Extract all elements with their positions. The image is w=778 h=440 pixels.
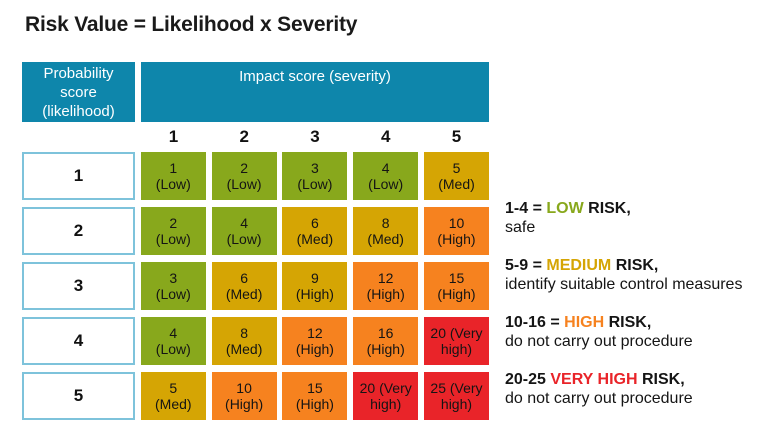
matrix-cell-4x5: 20 (Very high) <box>423 317 489 365</box>
legend-item-medium: 5-9 = MEDIUM RISK, identify suitable con… <box>505 256 742 294</box>
legend-medium-heading: 5-9 = MEDIUM RISK, <box>505 257 659 274</box>
matrix-cell-1x1: 1 (Low) <box>140 152 206 200</box>
legend-high-keyword: HIGH <box>564 314 605 331</box>
legend-very-high-heading: 20-25 VERY HIGH RISK, <box>505 371 685 388</box>
legend-very-high-keyword: VERY HIGH <box>550 371 638 388</box>
matrix-cell-5x5: 25 (Very high) <box>423 372 489 420</box>
column-header-3: 3 <box>310 126 320 146</box>
legend-medium-keyword: MEDIUM <box>546 257 612 274</box>
row-header-4: 4 <box>22 317 135 365</box>
matrix-cell-2x3: 6 (Med) <box>282 207 348 255</box>
impact-axis-label: Impact score (severity) <box>239 68 391 85</box>
legend-high-description: do not carry out procedure <box>505 333 693 350</box>
column-header-1: 1 <box>168 126 179 146</box>
column-header-4: 4 <box>381 126 391 146</box>
matrix-cell-5x2: 10 (High) <box>211 372 277 420</box>
matrix-cell-2x4: 8 (Med) <box>353 207 419 255</box>
column-header-5: 5 <box>451 126 462 146</box>
risk-matrix-grid: 1 1 (Low) 2 (Low) 3 (Low) 4 (Low) 5 (Med) 2 2… <box>22 152 489 420</box>
matrix-cell-5x4: 20 (Very high) <box>353 372 419 420</box>
legend-high-heading: 10-16 = HIGH RISK, <box>505 314 652 331</box>
legend-low-description: safe <box>505 219 536 236</box>
matrix-cell-1x2: 2 (Low) <box>211 152 277 200</box>
matrix-cell-5x3: 15 (High) <box>282 372 348 420</box>
matrix-cell-2x5: 10 (High) <box>423 207 489 255</box>
matrix-cell-4x3: 12 (High) <box>282 317 348 365</box>
column-headers: 1 2 3 4 5 <box>141 123 489 150</box>
matrix-cell-2x2: 4 (Low) <box>211 207 277 255</box>
probability-axis-header: Probability score (likelihood) <box>22 62 135 122</box>
risk-legend: 1-4 = LOW RISK, safe 5-9 = MEDIUM RISK, … <box>505 199 742 427</box>
column-header-2: 2 <box>239 126 249 146</box>
matrix-cell-4x1: 4 (Low) <box>140 317 206 365</box>
matrix-cell-4x4: 16 (High) <box>353 317 419 365</box>
legend-medium-description: identify suitable control measures <box>505 276 743 293</box>
row-header-5: 5 <box>22 372 135 420</box>
legend-item-low: 1-4 = LOW RISK, safe <box>505 199 742 237</box>
legend-low-keyword: LOW <box>546 200 584 217</box>
row-header-1: 1 <box>22 152 135 200</box>
matrix-cell-3x2: 6 (Med) <box>211 262 277 310</box>
legend-low-heading: 1-4 = LOW RISK, <box>505 200 631 217</box>
legend-very-high-description: do not carry out procedure <box>505 390 693 407</box>
matrix-cell-3x1: 3 (Low) <box>140 262 206 310</box>
matrix-cell-2x1: 2 (Low) <box>140 207 206 255</box>
matrix-cell-3x3: 9 (High) <box>282 262 348 310</box>
probability-axis-label: Probability score (likelihood) <box>42 64 115 120</box>
row-header-3: 3 <box>22 262 135 310</box>
matrix-cell-4x2: 8 (Med) <box>211 317 277 365</box>
impact-axis-header: Impact score (severity) <box>141 62 489 122</box>
row-header-2: 2 <box>22 207 135 255</box>
matrix-cell-1x3: 3 (Low) <box>282 152 348 200</box>
legend-item-high: 10-16 = HIGH RISK, do not carry out proc… <box>505 313 742 351</box>
page-title: Risk Value = Likelihood x Severity <box>25 13 358 36</box>
legend-item-very-high: 20-25 VERY HIGH RISK, do not carry out p… <box>505 370 742 408</box>
matrix-cell-3x5: 15 (High) <box>423 262 489 310</box>
matrix-cell-1x5: 5 (Med) <box>423 152 489 200</box>
matrix-cell-3x4: 12 (High) <box>353 262 419 310</box>
matrix-cell-1x4: 4 (Low) <box>353 152 419 200</box>
matrix-cell-5x1: 5 (Med) <box>140 372 206 420</box>
